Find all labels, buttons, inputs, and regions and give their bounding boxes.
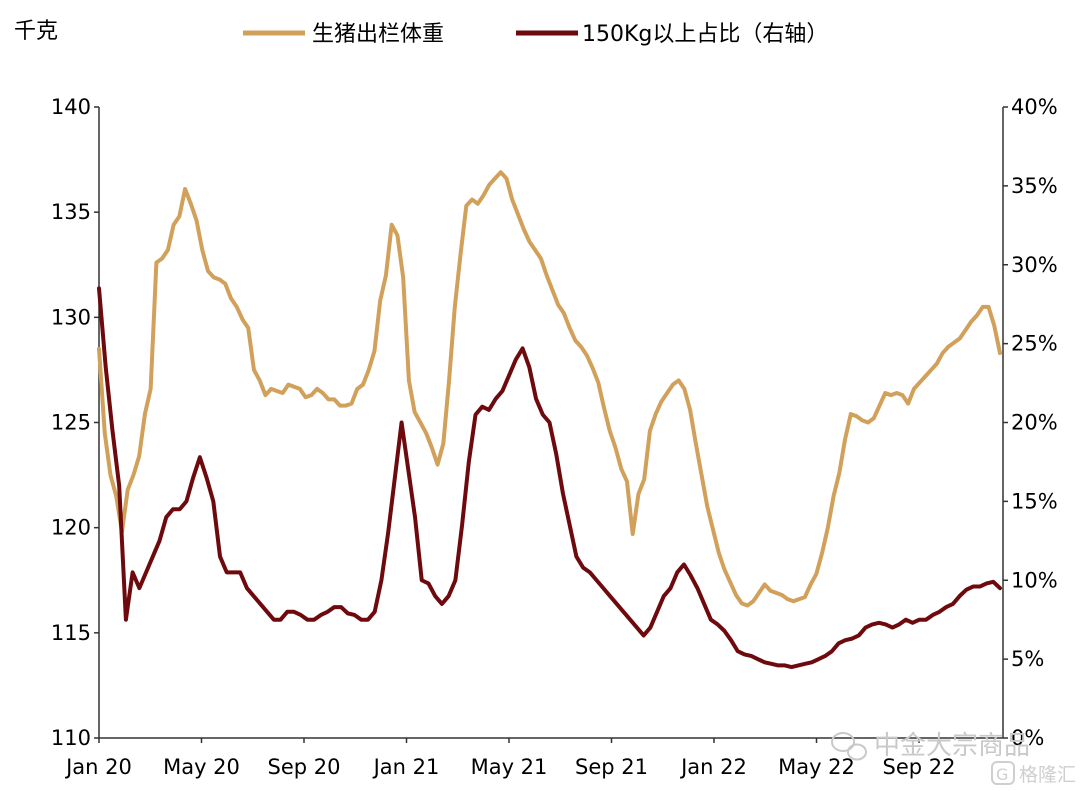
- gelonghui-logo-icon: G: [991, 761, 1015, 785]
- y-left-tick-label: 120: [51, 516, 91, 540]
- y-left-tick-label: 140: [51, 95, 91, 119]
- y-right-tick-label: 10%: [1011, 568, 1058, 592]
- series-layer: [97, 170, 1002, 670]
- y-left-tick-label: 115: [51, 621, 91, 645]
- series-line-weight: [97, 170, 1002, 608]
- y-right-tick-label: 15%: [1011, 489, 1058, 513]
- x-tick-label: May 21: [471, 755, 548, 779]
- y-right-tick-label: 40%: [1011, 95, 1058, 119]
- x-tick-label: Sep 20: [268, 755, 341, 779]
- x-tick-label: Sep 21: [575, 755, 648, 779]
- y-right-tick-label: 35%: [1011, 174, 1058, 198]
- watermark-secondary-text: 格隆汇: [1019, 764, 1076, 786]
- y-left-tick-label: 130: [51, 305, 91, 329]
- legend: 生猪出栏体重 150Kg以上占比（右轴）: [243, 22, 828, 47]
- y-right-tick-label: 5%: [1011, 647, 1044, 671]
- watermark: 中金大宗商品 G 格隆汇: [831, 731, 1076, 786]
- tick-layer: 110 115 120 125 130 135 140 0% 5% 10% 15% 20% 25% 30%…: [51, 95, 1058, 779]
- y-right-tick-label: 0%: [1011, 726, 1044, 750]
- wechat-icon: [831, 732, 867, 761]
- y-left-tick-label: 135: [51, 200, 91, 224]
- y-left-tick-label: 110: [51, 726, 91, 750]
- watermark-text: 中金大宗商品: [874, 731, 1030, 761]
- svg-text:G: G: [996, 765, 1008, 784]
- y-right-tick-label: 20%: [1011, 411, 1058, 435]
- x-tick-label: Jan 21: [372, 755, 440, 779]
- y-right-tick-label: 25%: [1011, 332, 1058, 356]
- legend-label-share: 150Kg以上占比（右轴）: [582, 22, 828, 47]
- y-left-tick-label: 125: [51, 411, 91, 435]
- x-tick-label: Jan 22: [679, 755, 747, 779]
- x-tick-label: Sep 22: [883, 755, 956, 779]
- y-right-tick-label: 30%: [1011, 253, 1058, 277]
- legend-label-weight: 生猪出栏体重: [312, 22, 444, 47]
- series-line-share: [97, 286, 1002, 670]
- left-axis-unit: 千克: [14, 19, 58, 44]
- x-tick-label: May 20: [163, 755, 240, 779]
- x-tick-label: Jan 20: [64, 755, 132, 779]
- x-tick-label: May 22: [778, 755, 855, 779]
